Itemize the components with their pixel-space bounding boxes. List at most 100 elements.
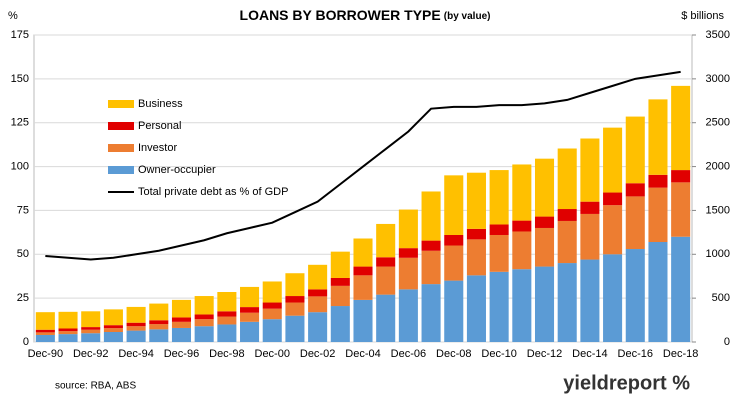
- y-tick-label: 0: [23, 336, 29, 348]
- bar-segment: [466, 172, 486, 229]
- bar-segment: [262, 281, 282, 303]
- bar-segment: [81, 329, 101, 334]
- bar-segment: [557, 209, 577, 221]
- legend-label: Business: [138, 98, 183, 110]
- y2-tick-label: 1500: [706, 204, 730, 216]
- x-tick-label: Dec-12: [527, 348, 562, 360]
- bar-segment: [103, 325, 123, 329]
- bar-segment: [512, 231, 532, 270]
- bar-segment: [149, 324, 169, 330]
- bar-segment: [489, 271, 509, 342]
- bar-segment: [126, 322, 146, 327]
- bar-segment: [240, 286, 260, 308]
- y2-tick-label: 3500: [706, 29, 730, 41]
- x-tick-label: Dec-94: [118, 348, 153, 360]
- bar-segment: [512, 164, 532, 221]
- x-tick-label: Dec-18: [663, 348, 698, 360]
- bar-segment: [376, 223, 396, 258]
- y2-tick-label: 0: [724, 336, 730, 348]
- bar-segment: [353, 299, 373, 342]
- bar-segment: [285, 302, 305, 316]
- bar-segment: [534, 216, 555, 228]
- bar-segment: [625, 249, 645, 342]
- bar-segment: [58, 334, 78, 342]
- source: source: RBA, ABS: [55, 381, 136, 392]
- bar-segment: [534, 227, 555, 267]
- bar-segment: [671, 85, 691, 171]
- bar-segment: [35, 312, 55, 330]
- bar-segment: [421, 240, 441, 251]
- bar-segment: [603, 205, 623, 255]
- bar-segment: [421, 250, 441, 285]
- bar-segment: [603, 254, 623, 342]
- y2-tick-label: 2500: [706, 117, 730, 129]
- bar-segment: [126, 326, 146, 331]
- bar-segment: [580, 201, 600, 214]
- bar-segment: [376, 294, 396, 342]
- bar-segment: [625, 196, 645, 250]
- bar-segment: [444, 280, 464, 342]
- bar-segment: [285, 315, 305, 342]
- y-tick-label: 175: [11, 29, 29, 41]
- bar-segment: [35, 329, 55, 333]
- chart-title: LOANS BY BORROWER TYPE (by value): [240, 7, 491, 23]
- bar-segment: [580, 259, 600, 342]
- y-axis-label: %: [8, 10, 18, 22]
- legend-swatch: [108, 166, 134, 174]
- bar-segment: [308, 296, 328, 313]
- bar-segment: [149, 320, 169, 325]
- bar-segment: [285, 273, 305, 297]
- legend-label: Investor: [138, 142, 177, 154]
- bar-segment: [262, 302, 282, 309]
- bar-segment: [376, 257, 396, 267]
- bar-segment: [330, 251, 350, 278]
- bar-segment: [398, 248, 418, 258]
- title: LOANS BY BORROWER TYPE: [240, 7, 441, 23]
- bar-segment: [603, 192, 623, 206]
- bar-segment: [557, 220, 577, 264]
- bar-segment: [126, 330, 146, 342]
- legend-swatch: [108, 100, 134, 108]
- bar-segment: [240, 312, 260, 322]
- bar-segment: [217, 311, 237, 317]
- bar-segment: [194, 296, 214, 315]
- bar-segment: [421, 191, 441, 241]
- bar-segment: [398, 257, 418, 290]
- bar-segment: [603, 127, 623, 193]
- logo: yieldreport %: [563, 372, 690, 394]
- bar-segment: [353, 266, 373, 276]
- legend-swatch: [108, 122, 134, 130]
- bar-segment: [194, 319, 214, 327]
- y2-tick-label: 3000: [706, 73, 730, 85]
- bar-segment: [308, 312, 328, 342]
- x-tick-label: Dec-02: [300, 348, 335, 360]
- bar-segment: [512, 220, 532, 232]
- bar-segment: [648, 187, 668, 243]
- legend-label: Personal: [138, 120, 181, 132]
- bar-segment: [240, 307, 260, 313]
- y-tick-label: 100: [11, 160, 29, 172]
- bar-segment: [671, 182, 691, 237]
- x-tick-label: Dec-96: [164, 348, 199, 360]
- bar-segment: [217, 324, 237, 342]
- bar-segment: [171, 317, 192, 322]
- bar-segment: [308, 264, 328, 290]
- bar-segment: [489, 170, 509, 225]
- bar-segment: [149, 303, 169, 321]
- bar-segment: [625, 183, 645, 197]
- bar-segment: [58, 328, 78, 332]
- bar-segment: [534, 266, 555, 342]
- bar-segment: [240, 321, 260, 342]
- line: [45, 70, 681, 261]
- bar-segment: [149, 329, 169, 342]
- x-tick-label: Dec-10: [481, 348, 516, 360]
- bar-segment: [81, 333, 101, 342]
- bar-segment: [217, 292, 237, 312]
- subtitle: (by value): [444, 11, 491, 22]
- bar-segment: [557, 148, 577, 210]
- bar-segment: [512, 269, 532, 342]
- bar-segment: [353, 238, 373, 267]
- legend-swatch: [108, 144, 134, 152]
- bar-segment: [489, 234, 509, 272]
